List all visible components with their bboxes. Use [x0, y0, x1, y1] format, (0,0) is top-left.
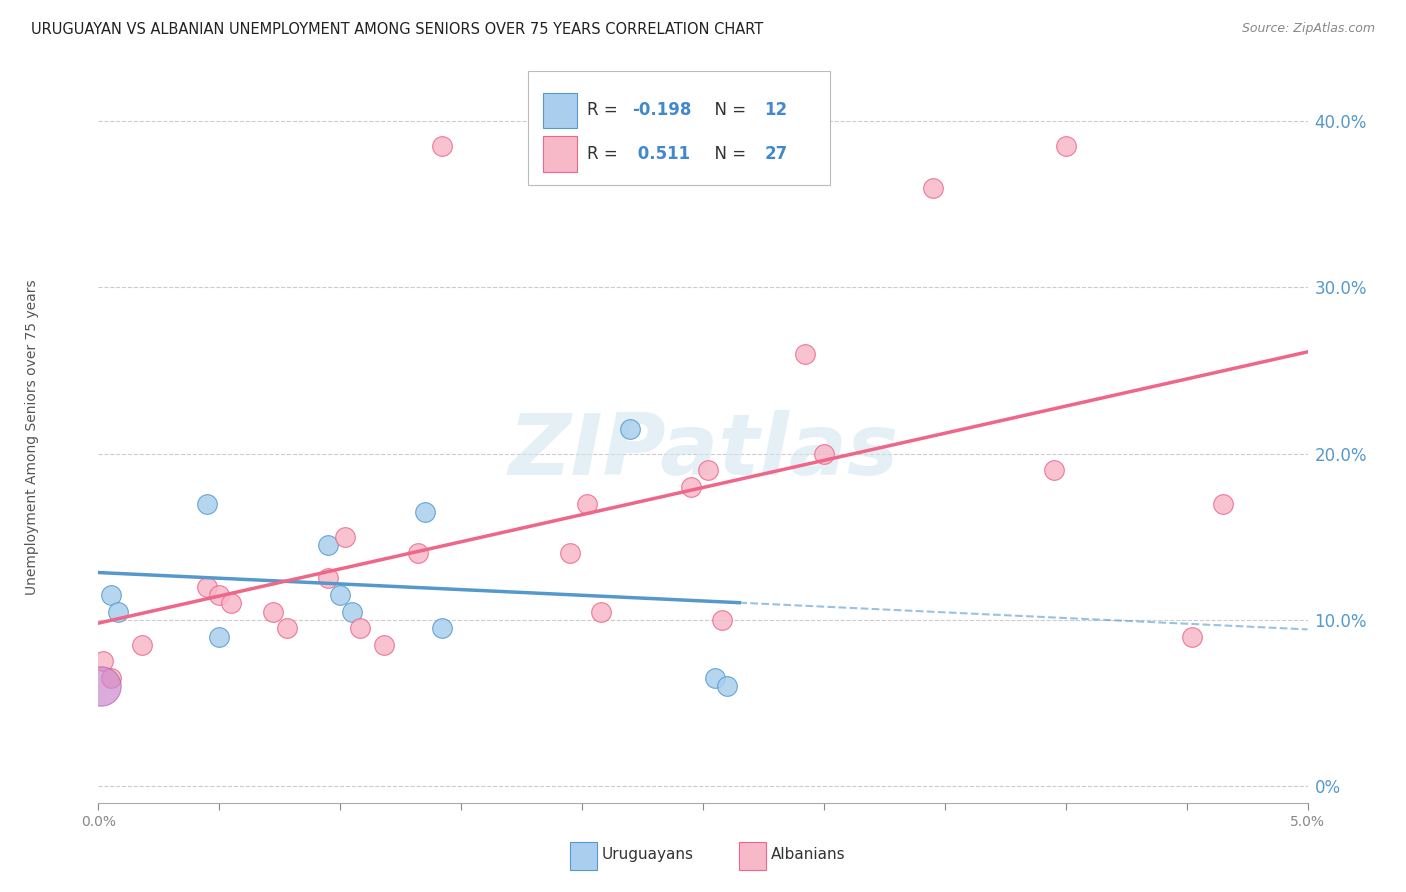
Point: [1212, 497, 1234, 511]
Point: [716, 680, 738, 694]
Point: [262, 605, 284, 619]
Point: [679, 480, 702, 494]
FancyBboxPatch shape: [543, 136, 578, 171]
Text: 27: 27: [765, 145, 787, 163]
Point: [195, 497, 218, 511]
FancyBboxPatch shape: [569, 842, 596, 870]
Point: [575, 497, 598, 511]
Text: Albanians: Albanians: [770, 847, 845, 862]
Point: [373, 638, 395, 652]
Point: [316, 571, 339, 585]
Text: N =: N =: [704, 101, 752, 120]
Point: [413, 505, 436, 519]
Text: R =: R =: [586, 145, 623, 163]
FancyBboxPatch shape: [543, 93, 578, 128]
Text: Uruguayans: Uruguayans: [602, 847, 693, 862]
Point: [704, 671, 727, 685]
Point: [90, 680, 112, 694]
Text: -0.198: -0.198: [631, 101, 690, 120]
Point: [1054, 139, 1077, 153]
Point: [100, 671, 122, 685]
Point: [406, 546, 429, 560]
Point: [342, 605, 364, 619]
Point: [208, 588, 231, 602]
Point: [793, 347, 815, 361]
Point: [195, 580, 218, 594]
Text: Source: ZipAtlas.com: Source: ZipAtlas.com: [1241, 22, 1375, 36]
Point: [558, 546, 581, 560]
Point: [619, 422, 641, 436]
Point: [329, 588, 352, 602]
Point: [921, 180, 943, 194]
Text: URUGUAYAN VS ALBANIAN UNEMPLOYMENT AMONG SENIORS OVER 75 YEARS CORRELATION CHART: URUGUAYAN VS ALBANIAN UNEMPLOYMENT AMONG…: [31, 22, 763, 37]
Point: [208, 630, 231, 644]
Text: R =: R =: [586, 101, 623, 120]
Text: 12: 12: [765, 101, 787, 120]
Text: N =: N =: [704, 145, 752, 163]
Point: [100, 588, 122, 602]
Point: [131, 638, 153, 652]
Point: [696, 463, 718, 477]
Point: [276, 621, 298, 635]
Point: [1042, 463, 1064, 477]
Point: [1180, 630, 1202, 644]
FancyBboxPatch shape: [740, 842, 766, 870]
Point: [316, 538, 339, 552]
Point: [430, 621, 453, 635]
Point: [349, 621, 371, 635]
Text: ZIPatlas: ZIPatlas: [508, 410, 898, 493]
Point: [711, 613, 734, 627]
Point: [813, 447, 835, 461]
Point: [430, 139, 453, 153]
Point: [591, 605, 613, 619]
Point: [333, 530, 356, 544]
Text: Unemployment Among Seniors over 75 years: Unemployment Among Seniors over 75 years: [25, 279, 39, 595]
Point: [91, 655, 114, 669]
FancyBboxPatch shape: [527, 71, 830, 185]
Text: 0.511: 0.511: [631, 145, 690, 163]
Point: [221, 596, 243, 610]
Point: [107, 605, 129, 619]
